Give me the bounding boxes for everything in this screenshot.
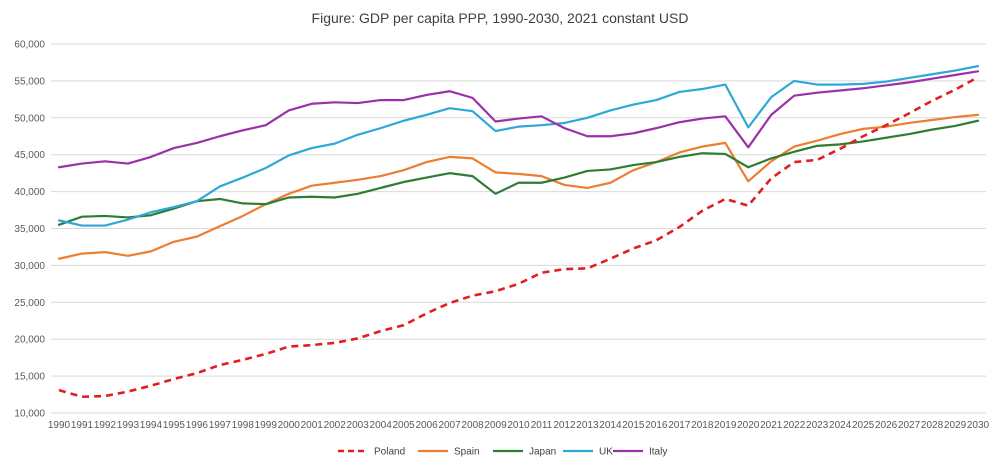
x-tick-label: 1992 [94, 420, 117, 431]
chart-title: Figure: GDP per capita PPP, 1990-2030, 2… [312, 10, 689, 26]
x-tick-label: 1991 [71, 420, 94, 431]
x-tick-label: 2001 [301, 420, 324, 431]
x-tick-label: 2019 [714, 420, 737, 431]
x-tick-label: 2016 [645, 420, 668, 431]
series-lines [57, 65, 980, 399]
x-tick-label: 1997 [209, 420, 232, 431]
x-tick-label: 2012 [553, 420, 576, 431]
y-tick-label: 10,000 [14, 409, 45, 420]
x-tick-label: 2010 [507, 420, 530, 431]
x-tick-label: 2005 [393, 420, 416, 431]
y-tick-label: 60,000 [14, 40, 45, 51]
x-tick-label: 2025 [852, 420, 875, 431]
legend-label-japan: Japan [529, 447, 556, 458]
x-tick-label: 1998 [232, 420, 255, 431]
x-tick-label: 1996 [186, 420, 209, 431]
series-line-italy [57, 70, 980, 169]
x-tick-label: 2004 [370, 420, 393, 431]
x-tick-label: 2027 [898, 420, 921, 431]
x-tick-label: 2024 [829, 420, 852, 431]
x-tick-label: 2015 [622, 420, 645, 431]
x-axis-ticks: 1990 1991 1992 1993 1994 1995 1996 1997 1998 1999… [48, 420, 990, 431]
gridlines [51, 43, 986, 414]
x-tick-label: 2008 [461, 420, 484, 431]
x-tick-label: 2011 [531, 420, 553, 431]
y-tick-label: 55,000 [14, 76, 45, 87]
y-tick-label: 45,000 [14, 150, 45, 161]
series-line-uk [57, 65, 980, 227]
x-tick-label: 2002 [324, 420, 347, 431]
x-tick-label: 1993 [117, 420, 140, 431]
y-tick-label: 15,000 [14, 372, 45, 383]
x-tick-label: 2028 [921, 420, 944, 431]
x-tick-label: 2026 [875, 420, 898, 431]
series-line-japan [57, 119, 980, 226]
x-tick-label: 2023 [806, 420, 829, 431]
legend-label-spain: Spain [454, 447, 480, 458]
x-tick-label: 1994 [140, 420, 163, 431]
x-tick-label: 2013 [576, 420, 599, 431]
x-tick-label: 2014 [599, 420, 622, 431]
x-tick-label: 1999 [255, 420, 278, 431]
x-tick-label: 2029 [944, 420, 967, 431]
y-axis-ticks: 10,000 15,000 20,000 25,000 30,000 35,000 40,0… [14, 40, 45, 420]
y-tick-label: 35,000 [14, 224, 45, 235]
x-tick-label: 2020 [737, 420, 760, 431]
x-tick-label: 1995 [163, 420, 186, 431]
x-tick-label: 1990 [48, 420, 71, 431]
y-tick-label: 50,000 [14, 113, 45, 124]
legend-label-uk: UK [599, 447, 613, 458]
legend-label-italy: Italy [649, 447, 667, 458]
y-tick-label: 30,000 [14, 261, 45, 272]
x-tick-label: 2009 [484, 420, 507, 431]
x-tick-label: 2007 [438, 420, 461, 431]
x-tick-label: 2000 [278, 420, 301, 431]
y-tick-label: 40,000 [14, 187, 45, 198]
x-tick-label: 2006 [415, 420, 438, 431]
x-tick-label: 2017 [668, 420, 691, 431]
y-tick-label: 25,000 [14, 298, 45, 309]
legend: Poland Spain Japan UK Italy [338, 447, 667, 458]
series-line-spain [57, 113, 980, 260]
x-tick-label: 2030 [967, 420, 990, 431]
series-line-poland [58, 76, 979, 399]
x-tick-label: 2022 [783, 420, 806, 431]
x-tick-label: 2021 [760, 420, 783, 431]
y-tick-label: 20,000 [14, 335, 45, 346]
x-tick-label: 2018 [691, 420, 714, 431]
x-tick-label: 2003 [347, 420, 370, 431]
legend-label-poland: Poland [374, 447, 405, 458]
